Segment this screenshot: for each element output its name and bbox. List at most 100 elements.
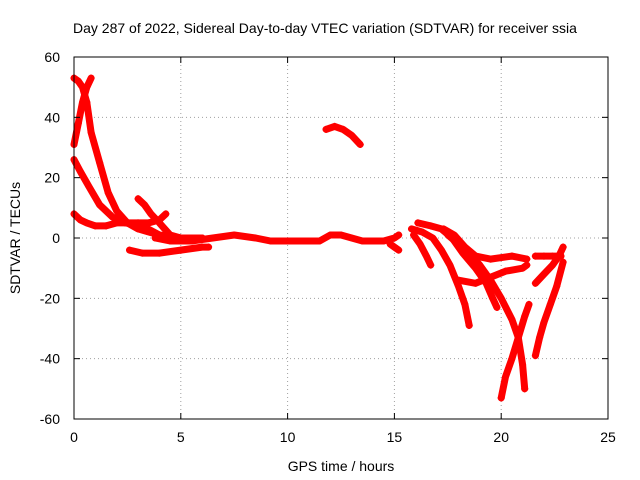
data-point xyxy=(198,243,206,251)
data-point xyxy=(540,270,548,278)
data-point xyxy=(356,140,364,148)
axis-ticks xyxy=(73,56,609,420)
x-tick-label: 5 xyxy=(177,429,185,445)
data-point xyxy=(536,334,544,342)
data-point xyxy=(519,264,527,272)
data-point xyxy=(508,315,516,323)
data-point xyxy=(465,321,473,329)
x-tick-label: 15 xyxy=(387,429,403,445)
x-tick-label: 10 xyxy=(280,429,296,445)
x-tick-label: 0 xyxy=(70,429,78,445)
data-point xyxy=(140,201,148,209)
x-tick-label: 25 xyxy=(600,429,616,445)
data-point xyxy=(230,231,238,239)
series-track-8 xyxy=(322,122,364,148)
data-point xyxy=(444,231,452,239)
series-track-10 xyxy=(407,225,473,329)
data-point xyxy=(548,261,556,269)
y-tick-label: 40 xyxy=(44,109,60,125)
data-point xyxy=(113,207,121,215)
data-point xyxy=(422,252,430,260)
data-point xyxy=(454,282,462,290)
data-point xyxy=(166,231,174,239)
data-point xyxy=(472,279,480,287)
data-point xyxy=(407,225,415,233)
data-point xyxy=(501,373,509,381)
data-point xyxy=(267,237,275,245)
data-point xyxy=(497,394,505,402)
data-point xyxy=(113,219,121,227)
data-point xyxy=(123,219,131,227)
data-point xyxy=(138,249,146,257)
data-point xyxy=(540,252,548,260)
data-point xyxy=(74,119,82,127)
y-tick-label: 20 xyxy=(44,170,60,186)
data-point xyxy=(429,234,437,242)
y-tick-label: 60 xyxy=(44,49,60,65)
data-point xyxy=(489,294,497,302)
data-point xyxy=(427,222,435,230)
data-point xyxy=(418,228,426,236)
y-tick-label: -60 xyxy=(40,411,60,427)
data-point xyxy=(508,355,516,363)
series-track-6 xyxy=(126,243,213,257)
data-point xyxy=(521,312,529,320)
data-point xyxy=(358,237,366,245)
data-point xyxy=(414,219,422,227)
data-point xyxy=(96,159,104,167)
data-point xyxy=(348,131,356,139)
data-point xyxy=(322,125,330,133)
data-point xyxy=(126,246,134,254)
data-point xyxy=(440,225,448,233)
y-tick-label: -20 xyxy=(40,290,60,306)
data-point xyxy=(555,252,563,260)
data-point xyxy=(559,258,567,266)
data-point xyxy=(493,303,501,311)
data-point xyxy=(461,300,469,308)
data-point xyxy=(454,276,462,284)
data-point xyxy=(446,261,454,269)
data-point xyxy=(145,219,153,227)
data-point xyxy=(519,361,527,369)
data-point xyxy=(465,249,473,257)
data-point xyxy=(74,77,82,85)
data-point xyxy=(87,74,95,82)
data-point xyxy=(91,222,99,230)
series-line xyxy=(408,225,473,329)
data-point xyxy=(559,243,567,251)
data-point xyxy=(531,279,539,287)
data-point xyxy=(531,252,539,260)
data-point xyxy=(348,234,356,242)
y-tick-label: 0 xyxy=(52,230,60,246)
data-point xyxy=(531,352,539,360)
data-point xyxy=(369,237,377,245)
chart-title: Day 287 of 2022, Sidereal Day-to-day VTE… xyxy=(73,20,577,36)
data-point xyxy=(134,195,142,203)
series-line xyxy=(444,231,529,393)
data-point xyxy=(386,240,394,248)
data-point xyxy=(147,210,155,218)
data-point xyxy=(437,246,445,254)
data-point xyxy=(553,282,561,290)
data-point xyxy=(177,246,185,254)
tick-labels: 0 5 10 15 20 25 -60 -40 -20 0 20 40 60 xyxy=(40,49,616,445)
data-point xyxy=(96,201,104,209)
data-point xyxy=(166,237,174,245)
series-track-19 xyxy=(531,243,567,287)
data-point xyxy=(410,231,418,239)
data-point xyxy=(395,231,403,239)
series-track-9 xyxy=(386,240,403,254)
data-point xyxy=(514,334,522,342)
data-point xyxy=(487,255,495,263)
series-line xyxy=(126,243,213,257)
data-point xyxy=(85,183,93,191)
data-point xyxy=(209,234,217,242)
data-series xyxy=(70,74,567,402)
data-point xyxy=(501,267,509,275)
data-point xyxy=(337,231,345,239)
data-point xyxy=(151,234,159,242)
data-point xyxy=(427,261,435,269)
data-point xyxy=(331,122,339,130)
data-point xyxy=(454,240,462,248)
